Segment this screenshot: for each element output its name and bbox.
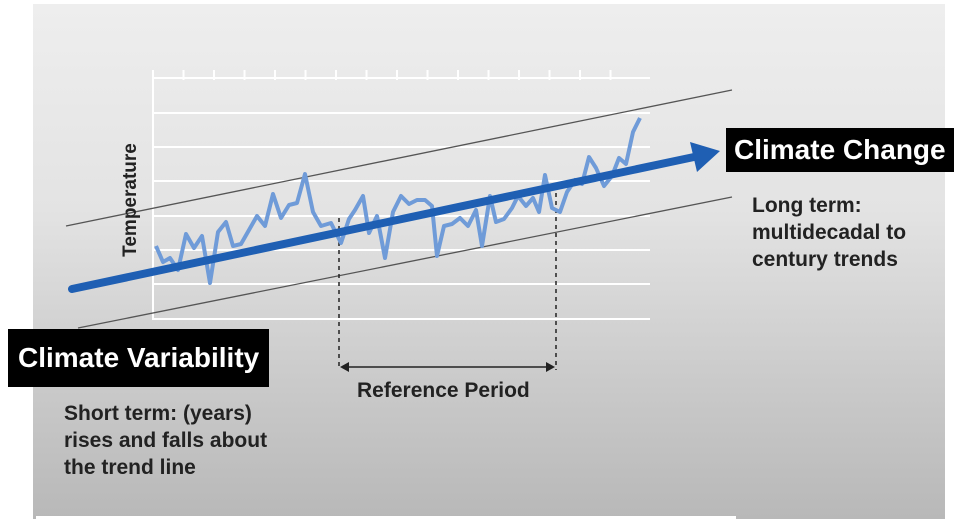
upper-envelope-line [65, 89, 733, 227]
grid-lines [152, 70, 650, 320]
short-term-line-3: the trend line [64, 456, 196, 479]
trend-arrow-shaft [68, 153, 698, 293]
temperature-series-line [154, 117, 642, 285]
y-axis-label: Temperature [120, 143, 141, 257]
reference-bracket-right-arrowhead [546, 362, 555, 372]
short-term-line-1: Short term: (years) [64, 402, 252, 425]
reference-bracket-left-arrowhead [340, 362, 349, 372]
long-term-line-2: multidecadal to [752, 221, 907, 244]
short-term-line-2: rises and falls about [64, 429, 268, 452]
climate-variability-description: Short term: (years) rises and falls abou… [64, 400, 267, 481]
trend-arrow-head [690, 142, 720, 172]
climate-change-description: Long term: multidecadal to century trend… [752, 192, 906, 273]
climate-change-label: Climate Change [726, 128, 954, 172]
climate-variability-label: Climate Variability [8, 329, 270, 387]
long-term-line-1: Long term: [752, 194, 862, 217]
top-tick-marks [152, 70, 612, 80]
long-term-line-3: century trends [752, 248, 898, 271]
bottom-white-strip [36, 516, 736, 523]
lower-envelope-line [77, 196, 733, 329]
reference-period-label: Reference Period [357, 379, 530, 402]
